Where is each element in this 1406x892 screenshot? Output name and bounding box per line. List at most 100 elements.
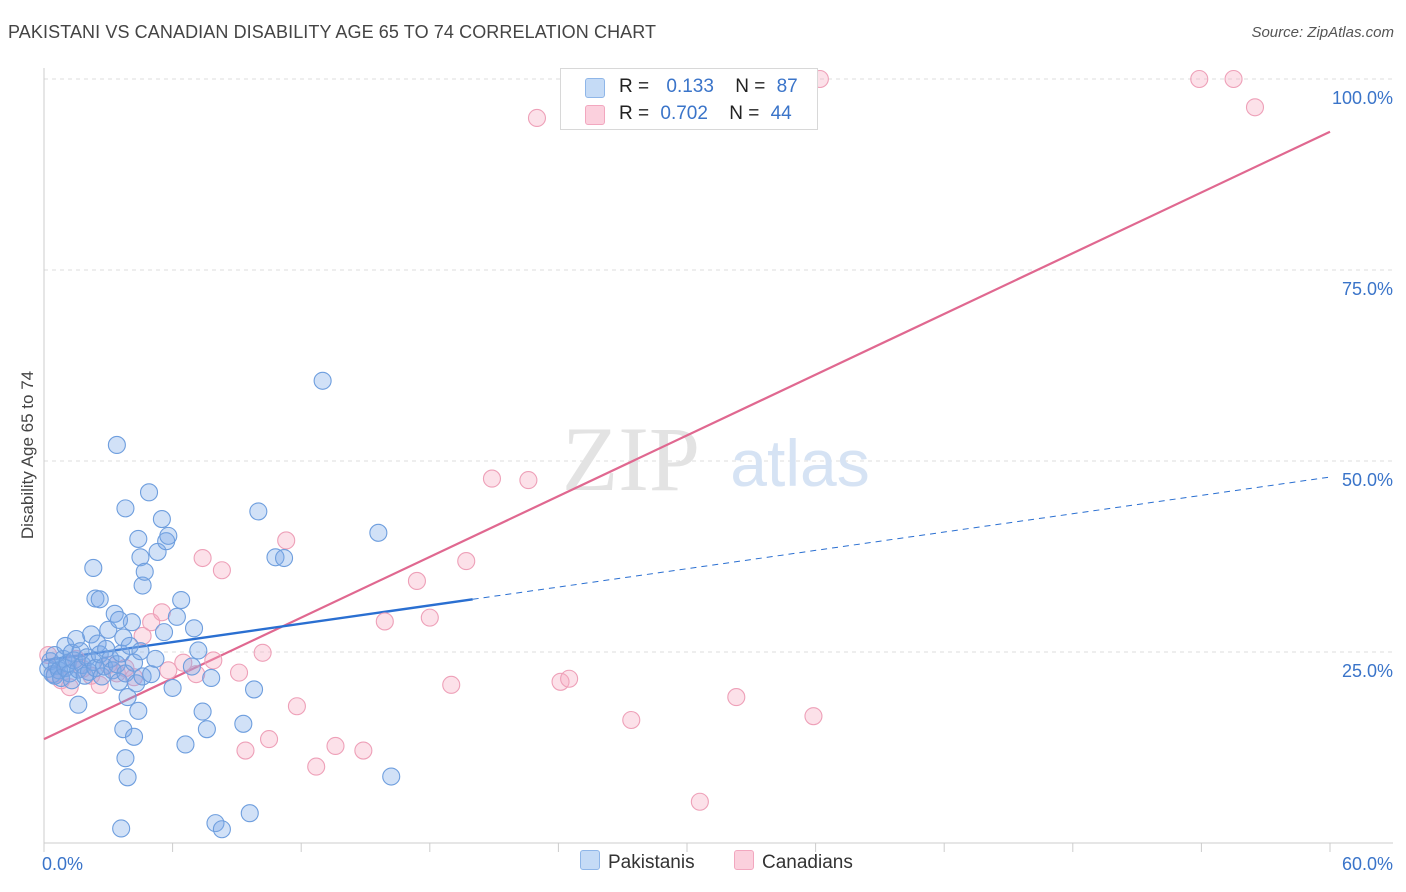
- axes: [43, 68, 1393, 852]
- pakistanis-point: [146, 649, 165, 668]
- canadians-point: [727, 688, 746, 707]
- pakistanis-point: [120, 636, 139, 655]
- pakistanis-point: [234, 714, 253, 733]
- pakistanis-point: [152, 510, 171, 529]
- canadians-point: [407, 571, 426, 590]
- pakistanis-point: [202, 668, 221, 688]
- pakistanis-point: [112, 819, 131, 838]
- pakistanis-point: [129, 701, 148, 720]
- y-tick-label: 75.0%: [1342, 279, 1393, 299]
- legend-r-label: R =: [619, 103, 650, 124]
- bottom-legend-pakistanis: Pakistanis: [580, 850, 695, 874]
- canadians-point: [420, 608, 439, 627]
- pakistanis-point: [154, 623, 174, 642]
- pakistanis-point: [118, 688, 137, 707]
- pakistanis-point: [131, 548, 150, 567]
- pakistanis-point: [212, 820, 231, 839]
- pakistanis-point: [197, 720, 216, 739]
- bottom-legend-canadians: Canadians: [734, 850, 853, 874]
- pakistanis-point: [124, 653, 144, 672]
- y-tick-label: 100.0%: [1332, 88, 1393, 108]
- trend-lines: [43, 130, 1331, 741]
- legend-n-label: N =: [735, 76, 766, 97]
- legend-swatch-pakistanis: [585, 78, 605, 98]
- canadians-point: [287, 697, 306, 716]
- pakistanis-point: [249, 502, 268, 521]
- pakistanis-point: [84, 558, 103, 578]
- canadians-point: [527, 108, 547, 128]
- canadians-point: [1245, 98, 1265, 117]
- pakistanis-point: [167, 607, 186, 626]
- canadians-point: [482, 469, 502, 488]
- pakistanis-point: [240, 804, 259, 823]
- bottom-legend-swatch-pakistanis: [580, 850, 600, 870]
- grid-lines: [44, 78, 1393, 653]
- canadians-point: [152, 603, 171, 622]
- canadians-point: [804, 707, 823, 726]
- y-axis-label: Disability Age 65 to 74: [18, 370, 37, 540]
- pakistanis-point: [131, 642, 150, 661]
- bottom-legend-swatch-canadians: [734, 850, 754, 870]
- canadians-point: [354, 741, 373, 760]
- pakistanis-point: [82, 625, 101, 644]
- pakistanis-point: [116, 499, 135, 518]
- canadians-point: [159, 661, 178, 680]
- pakistanis-point: [382, 767, 401, 786]
- pakistanis-point: [176, 735, 195, 754]
- canadians-point: [560, 669, 579, 688]
- canadians-point: [212, 561, 231, 580]
- pakistanis-point: [116, 749, 135, 768]
- canadians-point: [690, 792, 709, 811]
- pakistanis-point: [114, 720, 133, 739]
- legend-r-value-canadians: 0.702: [660, 103, 708, 124]
- canadians-point: [229, 663, 249, 682]
- canadians-point: [1190, 69, 1209, 89]
- canadians-point: [204, 651, 223, 670]
- pakistanis-point: [109, 610, 129, 629]
- pakistanis-point: [118, 768, 137, 787]
- legend-n-value-canadians: 44: [770, 103, 792, 124]
- canadians-point: [193, 548, 212, 568]
- y-tick-label: 25.0%: [1342, 661, 1393, 681]
- canadians-point: [326, 736, 345, 756]
- canadians-point: [133, 626, 152, 646]
- x-tick-label-max: 60.0%: [1342, 854, 1393, 874]
- pakistanis-point: [193, 702, 212, 721]
- pakistanis-point: [163, 678, 182, 697]
- pakistanis-point: [244, 680, 264, 699]
- pakistanis-point: [189, 641, 208, 660]
- pakistanis-point: [184, 619, 204, 638]
- legend-r-label: R =: [619, 76, 650, 97]
- canadians-point: [174, 653, 193, 672]
- legend-n-value-pakistanis: 87: [776, 76, 798, 97]
- pakistanis-point: [172, 590, 191, 610]
- pakistanis-point: [133, 576, 152, 595]
- watermark: ZIP atlas: [562, 408, 870, 510]
- pakistanis-point: [90, 590, 109, 609]
- pakistanis-point: [369, 523, 388, 542]
- pakistanis-point: [88, 634, 107, 653]
- correlation-legend: R = 0.133 N = 87 R = 0.702 N = 44: [560, 68, 818, 130]
- chart-source: Source: ZipAtlas.com: [1251, 24, 1394, 41]
- pakistanis-point: [129, 529, 148, 548]
- canadians-point: [1224, 69, 1243, 89]
- legend-r-value-pakistanis: 0.133: [666, 76, 714, 97]
- canadians-point: [236, 741, 255, 760]
- canadians-point: [307, 757, 326, 776]
- pakistanis-point: [69, 695, 88, 714]
- pakistanis-point: [142, 665, 161, 684]
- canadians-point: [259, 730, 279, 749]
- watermark-atlas: atlas: [730, 426, 869, 500]
- canadians-point: [442, 675, 461, 694]
- pakistanis-point: [313, 371, 332, 390]
- pakistanis-point: [97, 639, 116, 658]
- pakistanis-points: [39, 371, 401, 839]
- canadians-point: [277, 531, 296, 550]
- canadians-point: [457, 552, 476, 571]
- pakistanis-point: [107, 435, 126, 455]
- chart-title: PAKISTANI VS CANADIAN DISABILITY AGE 65 …: [8, 22, 657, 42]
- pakistanis-point: [159, 526, 178, 545]
- canadians-point: [622, 710, 641, 730]
- canadians-trend-line: [43, 130, 1331, 741]
